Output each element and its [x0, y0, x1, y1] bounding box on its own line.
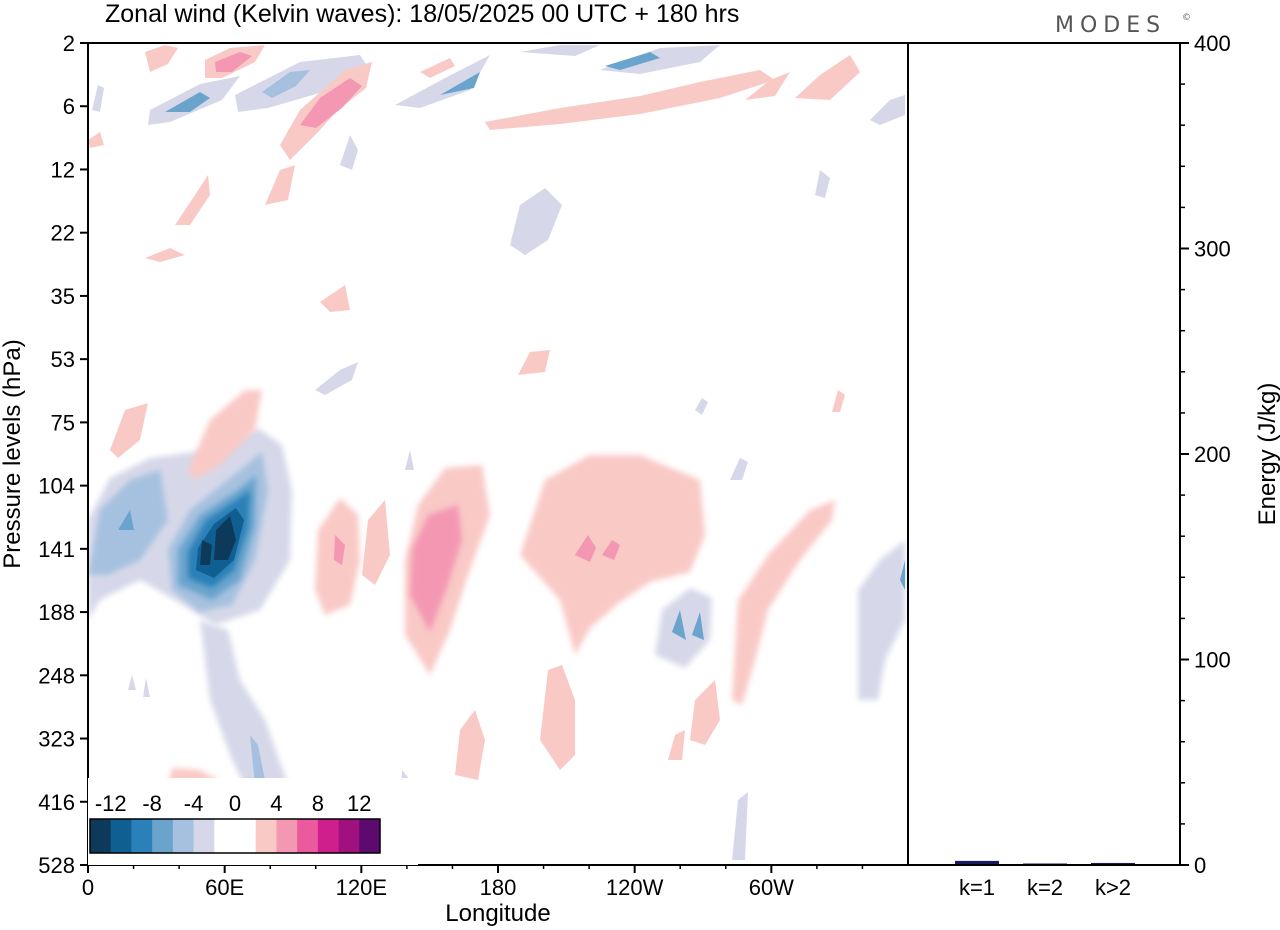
colorbar-label: 12	[347, 791, 371, 816]
y-tick-label: 53	[51, 347, 75, 372]
x-axis-ticks: 0 60E 120E 180 120W 60W	[82, 865, 864, 900]
colorbar-legend: -12 -8 -4 0 4 8 12	[88, 778, 418, 865]
chart-title: Zonal wind (Kelvin waves): 18/05/2025 00…	[105, 0, 739, 28]
energy-y-tick-label: 300	[1194, 237, 1231, 262]
y-tick-label: 2	[63, 31, 75, 56]
y-tick-label: 188	[38, 600, 75, 625]
y-axis: 2 6 12 22 35 53 75 104 141 188 248 323 416 528 Pressu…	[0, 31, 88, 878]
y-tick-label: 75	[51, 410, 75, 435]
energy-category-label: k=1	[959, 875, 995, 900]
heatmap-plot	[87, 42, 909, 866]
energy-x-ticks: k=1 k=2 k>2	[959, 875, 1131, 900]
energy-y-tick-label: 200	[1194, 442, 1231, 467]
y-axis-ticks: 2 6 12 22 35 53 75 104 141 188 248 323 416 528	[38, 31, 88, 878]
brand-mark: ©	[1182, 13, 1191, 23]
y-tick-label: 141	[38, 537, 75, 562]
x-tick-label: 60W	[749, 875, 794, 900]
x-tick-label: 180	[480, 875, 517, 900]
y-tick-label: 35	[51, 284, 75, 309]
colorbar-cell	[214, 819, 236, 853]
x-tick-label: 120W	[606, 875, 664, 900]
colorbar-label: 8	[312, 791, 324, 816]
colorbar-label: 4	[270, 791, 282, 816]
energy-y-ticks: 0 100 200 300 400	[1180, 31, 1231, 878]
y-tick-label: 323	[38, 727, 75, 752]
colorbar-cell	[338, 819, 360, 853]
colorbar-frame	[89, 818, 381, 854]
x-tick-label: 0	[82, 875, 94, 900]
lower-features	[88, 390, 905, 860]
colorbar-cell	[110, 819, 132, 853]
colorbar-label: 0	[229, 791, 241, 816]
y-tick-label: 6	[63, 94, 75, 119]
energy-y-tick-label: 400	[1194, 31, 1231, 56]
energy-bar	[1091, 862, 1135, 865]
colorbar-cell	[90, 819, 112, 853]
y-tick-label: 22	[51, 221, 75, 246]
x-tick-label: 120E	[336, 875, 387, 900]
colorbar-cell	[172, 819, 194, 853]
colorbar-cell	[255, 819, 277, 853]
colorbar-cells	[89, 818, 381, 854]
y-tick-label: 12	[51, 157, 75, 182]
colorbar-label: -8	[142, 791, 162, 816]
colorbar-cell	[152, 819, 174, 853]
energy-category-label: k>2	[1095, 875, 1131, 900]
colorbar-cell	[193, 819, 215, 853]
contour-field	[88, 45, 905, 860]
energy-plot-background	[908, 43, 1180, 865]
colorbar-cell	[297, 819, 319, 853]
y-tick-label: 528	[38, 853, 75, 878]
colorbar-cell	[235, 819, 257, 853]
y-axis-title: Pressure levels (hPa)	[0, 339, 26, 568]
colorbar-cell	[131, 819, 153, 853]
energy-bar	[955, 860, 999, 865]
colorbar-cell	[359, 819, 381, 853]
energy-panel: 0 100 200 300 400 k=1 k=2 k>2 Energy (J/kg)	[907, 31, 1280, 900]
brand-logo: MODES	[1055, 13, 1166, 38]
x-tick-label: 60E	[205, 875, 244, 900]
energy-category-label: k=2	[1027, 875, 1063, 900]
colorbar-label: -4	[184, 791, 204, 816]
colorbar-label: -12	[95, 791, 127, 816]
energy-y-tick-label: 0	[1194, 853, 1206, 878]
colorbar-cell	[276, 819, 298, 853]
colorbar-labels: -12 -8 -4 0 4 8 12	[95, 791, 372, 816]
y-tick-label: 104	[38, 474, 75, 499]
x-axis-title: Longitude	[445, 900, 550, 927]
energy-y-tick-label: 100	[1194, 648, 1231, 673]
x-axis: 0 60E 120E 180 120W 60W Longitude	[82, 865, 864, 927]
y-tick-label: 416	[38, 790, 75, 815]
y-tick-label: 248	[38, 663, 75, 688]
energy-axis-title: Energy (J/kg)	[1254, 383, 1280, 526]
colorbar-cell	[317, 819, 339, 853]
upper-streaks	[88, 45, 905, 395]
